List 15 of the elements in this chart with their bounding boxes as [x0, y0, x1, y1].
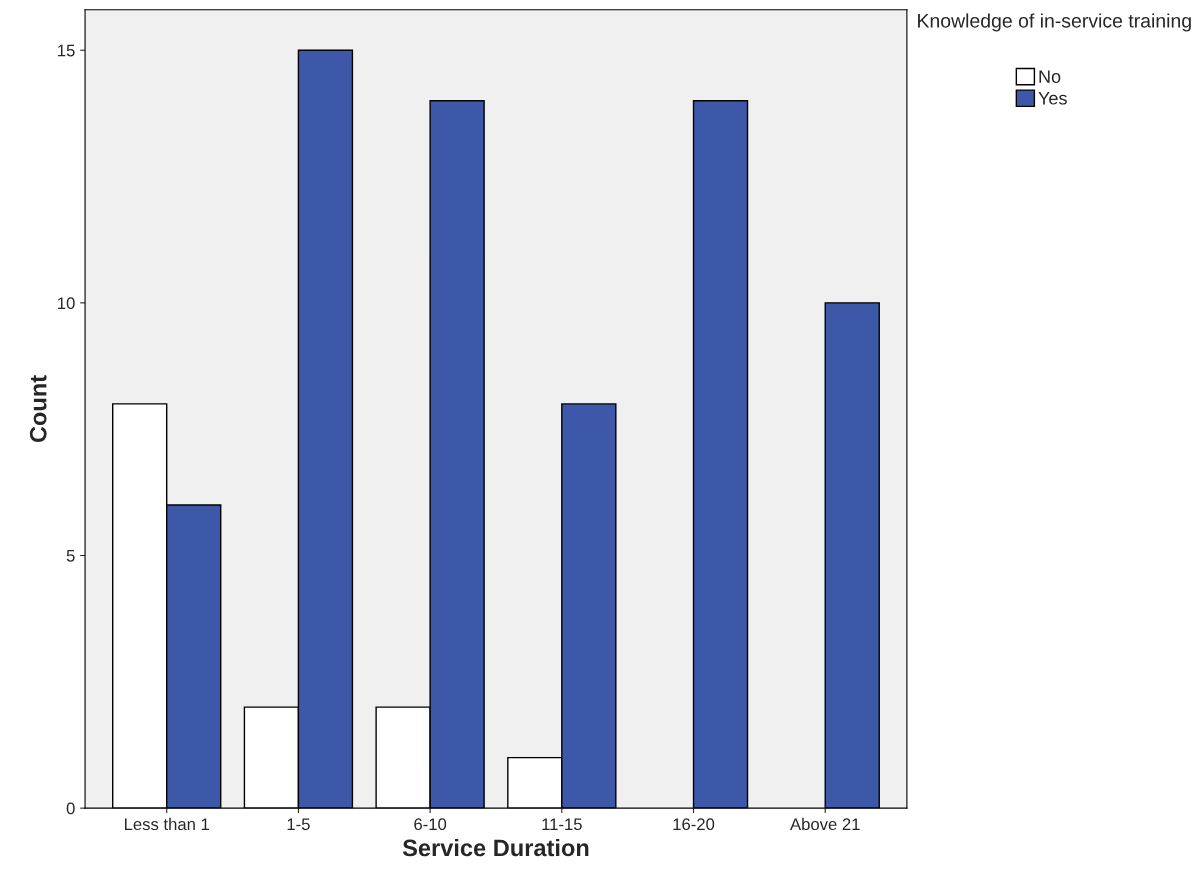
x-tick-label: 11-15 — [542, 818, 582, 831]
y-tick-label: 5 — [66, 550, 75, 562]
legend-title: Knowledge of in-service training — [918, 13, 1191, 32]
x-tick-label: 16-20 — [673, 818, 715, 831]
x-tick-label: 1-5 — [287, 818, 310, 831]
y-tick-label: 0 — [66, 802, 75, 815]
x-axis-title: Service Duration — [402, 838, 589, 857]
x-tick-label: Less than 1 — [125, 817, 209, 831]
x-tick-label: 6-10 — [414, 818, 447, 831]
legend-label: Yes — [1038, 92, 1067, 105]
x-tick-label: Above 21 — [790, 817, 860, 831]
y-tick-label: 15 — [58, 44, 75, 57]
legend-label: No — [1039, 70, 1061, 83]
y-axis-title: Count — [29, 375, 47, 443]
y-tick-label: 10 — [58, 297, 75, 310]
